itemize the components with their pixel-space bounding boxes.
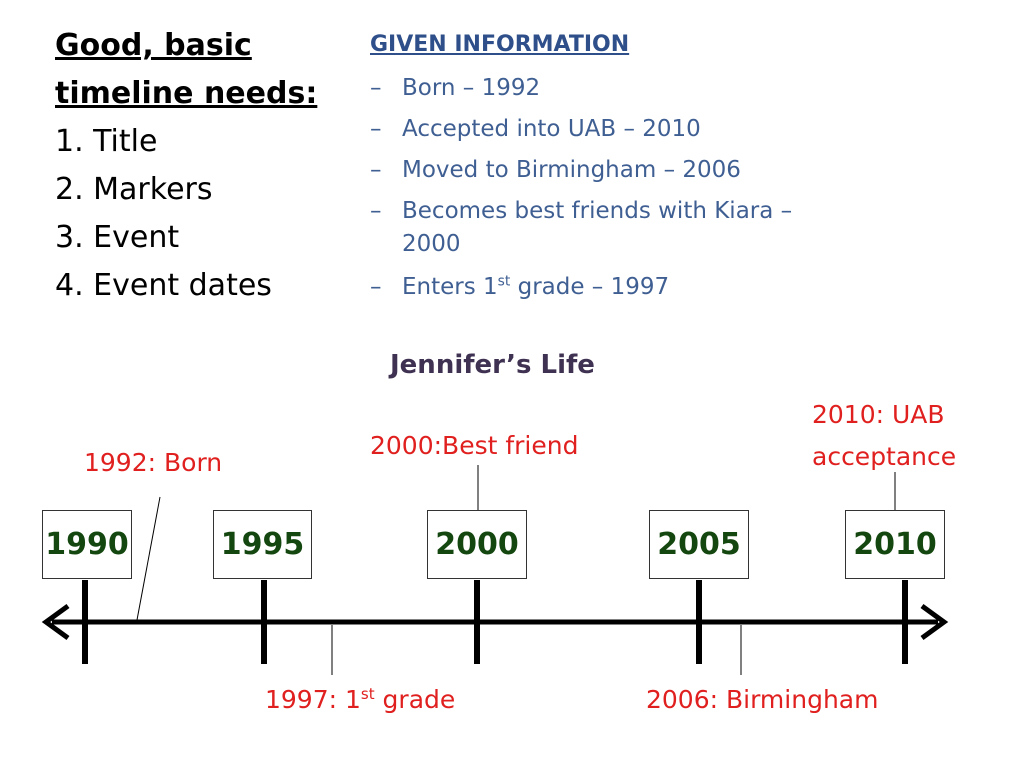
year-marker: 2000 xyxy=(427,510,527,579)
list-item: 4. Event dates xyxy=(55,268,272,303)
event-label: 1997: 1st grade xyxy=(265,679,455,721)
year-marker: 1990 xyxy=(42,510,132,579)
text-part: grade xyxy=(374,685,456,714)
list-item: 1. Title xyxy=(55,124,158,159)
text-part: Becomes best friends with Kiara – 2000 xyxy=(402,198,793,257)
given-item: – Enters 1st grade – 1997 xyxy=(370,271,840,304)
text-part: Born – 1992 xyxy=(402,75,541,101)
event-label: 2010: UAB acceptance xyxy=(812,394,972,478)
bullet: – xyxy=(370,75,382,101)
list-item: 3. Event xyxy=(55,220,180,255)
year-marker: 2005 xyxy=(649,510,749,579)
timeline-title: Jennifer’s Life xyxy=(390,350,595,380)
item-text: Moved to Birmingham – 2006 xyxy=(402,154,840,187)
item-text: Born – 1992 xyxy=(402,72,840,105)
year-marker: 1995 xyxy=(213,510,312,579)
left-arrow xyxy=(41,603,70,641)
text-part: 1997: 1 xyxy=(265,685,361,714)
event-label: 2000:Best friend xyxy=(370,425,578,467)
year-marker: 2010 xyxy=(845,510,945,579)
text-part: grade – 1997 xyxy=(510,274,670,300)
item-text: Becomes best friends with Kiara – 2000 xyxy=(402,195,840,261)
list-item: 2. Markers xyxy=(55,172,213,207)
given-heading: GIVEN INFORMATION xyxy=(370,32,630,57)
heading-line: timeline needs: xyxy=(55,76,318,111)
bullet: – xyxy=(370,157,382,183)
item-text: Enters 1st grade – 1997 xyxy=(402,271,840,304)
left-list: 1. Title 2. Markers 3. Event 4. Event dates xyxy=(55,118,272,310)
given-item: – Moved to Birmingham – 2006 xyxy=(370,154,840,187)
connector xyxy=(136,496,161,621)
bullet: – xyxy=(370,274,382,300)
text-part: Accepted into UAB – 2010 xyxy=(402,116,701,142)
text-part: Enters 1 xyxy=(402,274,498,300)
item-text: Accepted into UAB – 2010 xyxy=(402,113,840,146)
text-part: 2010: UAB acceptance xyxy=(812,400,957,471)
text-part: 1992: Born xyxy=(84,448,223,477)
event-label: 2006: Birmingham xyxy=(646,679,878,721)
bullet: – xyxy=(370,116,382,142)
text-part: 2006: Birmingham xyxy=(646,685,879,714)
event-connectors xyxy=(136,465,896,675)
given-item: – Born – 1992 xyxy=(370,72,840,105)
given-item: – Becomes best friends with Kiara – 2000 xyxy=(370,195,840,261)
heading-line: Good, basic xyxy=(55,28,252,63)
given-item: – Accepted into UAB – 2010 xyxy=(370,113,840,146)
text-part: st xyxy=(360,685,375,703)
bullet: – xyxy=(370,198,382,224)
right-arrow xyxy=(920,603,949,641)
text-part: 2000:Best friend xyxy=(370,431,579,460)
left-heading: Good, basic timeline needs: xyxy=(55,22,317,118)
tick-marks xyxy=(82,580,908,664)
text-part: st xyxy=(497,273,511,290)
text-part: Moved to Birmingham – 2006 xyxy=(402,157,741,183)
event-label: 1992: Born xyxy=(84,442,222,484)
